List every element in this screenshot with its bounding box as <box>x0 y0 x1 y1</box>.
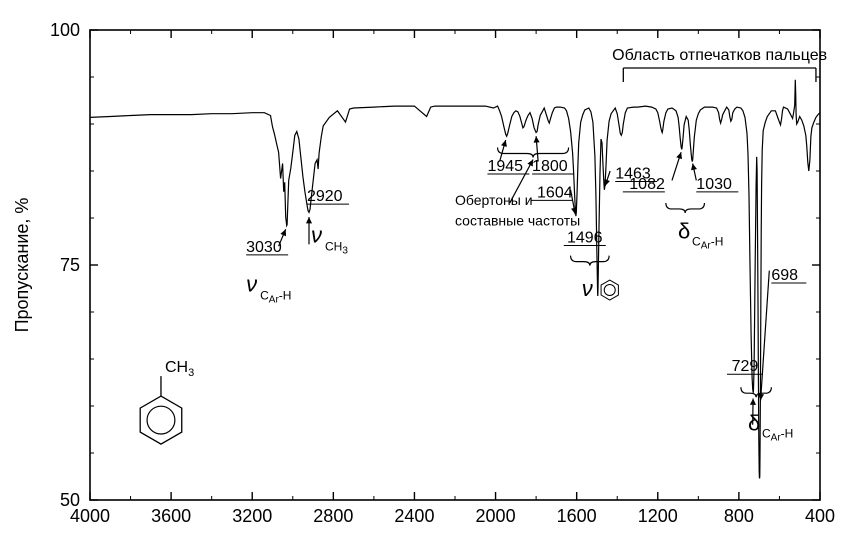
svg-text:2400: 2400 <box>394 506 434 526</box>
svg-text:Область отпечатков пальцев: Область отпечатков пальцев <box>612 47 827 64</box>
svg-text:2000: 2000 <box>476 506 516 526</box>
svg-text:CAr-H: CAr-H <box>260 288 291 305</box>
ir-spectrum-chart: 4000360032002800240020001600120080040050… <box>0 0 841 539</box>
svg-text:1800: 1800 <box>532 158 568 175</box>
svg-text:729: 729 <box>732 358 759 375</box>
svg-text:1600: 1600 <box>557 506 597 526</box>
svg-text:CH3: CH3 <box>165 359 194 379</box>
svg-text:3030: 3030 <box>246 239 282 256</box>
svg-text:1082: 1082 <box>629 176 665 193</box>
svg-text:CH3: CH3 <box>325 239 348 256</box>
svg-text:1200: 1200 <box>638 506 678 526</box>
svg-text:75: 75 <box>60 255 80 275</box>
svg-text:1030: 1030 <box>696 176 732 193</box>
svg-text:CAr-H: CAr-H <box>692 235 723 252</box>
svg-text:3200: 3200 <box>232 506 272 526</box>
svg-text:δ: δ <box>748 410 760 435</box>
svg-text:ν: ν <box>582 276 593 301</box>
svg-text:400: 400 <box>805 506 835 526</box>
svg-text:2920: 2920 <box>307 188 343 205</box>
svg-text:ν: ν <box>311 222 322 247</box>
svg-text:2800: 2800 <box>313 506 353 526</box>
svg-text:Обертоны и: Обертоны и <box>455 192 533 208</box>
svg-text:1496: 1496 <box>567 229 603 246</box>
svg-text:ν: ν <box>246 271 257 296</box>
svg-text:Пропускание, %: Пропускание, % <box>12 198 32 333</box>
svg-text:800: 800 <box>724 506 754 526</box>
svg-text:1604: 1604 <box>537 184 573 201</box>
svg-text:3600: 3600 <box>151 506 191 526</box>
svg-text:1945: 1945 <box>487 158 523 175</box>
svg-text:50: 50 <box>60 490 80 510</box>
svg-text:100: 100 <box>50 20 80 40</box>
svg-text:698: 698 <box>771 267 798 284</box>
svg-text:δ: δ <box>678 219 690 244</box>
svg-text:составные частоты: составные частоты <box>455 213 580 229</box>
svg-text:CAr-H: CAr-H <box>762 426 793 443</box>
